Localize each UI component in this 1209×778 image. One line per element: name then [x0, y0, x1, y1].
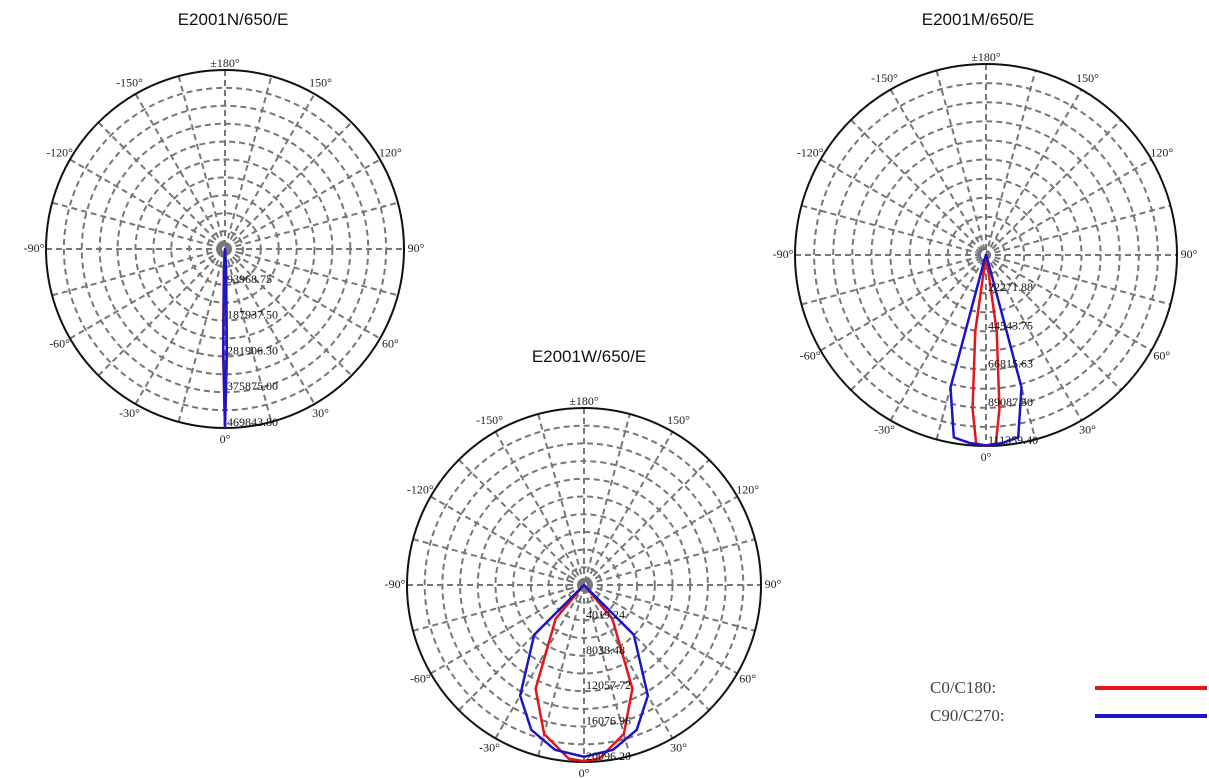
ring-label: 44543.75 — [988, 318, 1033, 332]
angle-label: 60° — [739, 671, 756, 685]
ring-label: 93968.75 — [227, 272, 272, 286]
ring-label: 4019.24 — [586, 607, 625, 621]
legend-swatch-c0 — [1095, 686, 1207, 690]
angle-label: -30° — [479, 740, 500, 754]
angle-label: 120° — [736, 482, 759, 496]
chart-title-w: E2001W/650/E — [531, 347, 647, 366]
angle-label: -60° — [49, 336, 70, 350]
ring-label: 187937.50 — [227, 308, 278, 322]
grid-circle — [512, 513, 656, 657]
angle-label: -90° — [385, 577, 406, 591]
angle-label: -30° — [119, 406, 140, 420]
angle-label: 120° — [1150, 145, 1173, 159]
angle-label: 120° — [379, 145, 402, 159]
chart-title-m: E2001M/650/E — [921, 10, 1035, 29]
polar-chart-n: ±180° 150° 120° 90° 60° 30° 0° -30° -60° -90° -120… — [24, 56, 425, 446]
angle-label: -120° — [797, 145, 824, 159]
legend-row-c0: C0/C180: — [930, 674, 1207, 702]
angle-label: -60° — [410, 671, 431, 685]
grid-spoke — [412, 538, 756, 632]
angle-label: -90° — [773, 247, 794, 261]
grid-spoke — [494, 431, 674, 739]
angle-label: ±180° — [971, 50, 1001, 64]
grid-spoke — [494, 431, 674, 739]
ring-label: 22271.88 — [988, 280, 1033, 294]
angle-label: 0° — [579, 766, 590, 778]
angle-label: -60° — [800, 348, 821, 362]
ring-label: 12057.72 — [586, 678, 631, 692]
ring-label: 375875.00 — [227, 379, 278, 393]
legend-label-c90: C90/C270: — [930, 706, 1005, 725]
grid-circle — [908, 177, 1064, 333]
grid-spoke — [458, 459, 710, 711]
series-curve-c90 — [518, 583, 650, 758]
angle-label: 30° — [1079, 423, 1096, 437]
angle-label: -150° — [871, 71, 898, 85]
series-curve-c90 — [949, 253, 1023, 447]
ring-label: 111359.40 — [988, 433, 1038, 447]
ring-label: 281906.30 — [227, 343, 278, 357]
grid-circle — [927, 196, 1045, 314]
grid-circle — [423, 424, 745, 746]
ring-label: 89087.50 — [988, 395, 1033, 409]
angle-label: -30° — [874, 423, 895, 437]
angle-label: 90° — [765, 577, 782, 591]
grid-spoke — [430, 495, 738, 675]
ring-label: 469843.80 — [227, 415, 278, 429]
grid-circle — [946, 215, 1026, 295]
angle-label: 30° — [312, 406, 329, 420]
legend-swatch-c90 — [1095, 714, 1207, 718]
angle-label: 90° — [1181, 247, 1198, 261]
angle-label: -120° — [46, 145, 73, 159]
angle-label: -90° — [24, 241, 45, 255]
angle-label: 30° — [670, 740, 687, 754]
grid-spoke — [537, 413, 631, 757]
angle-label: 60° — [1153, 348, 1170, 362]
grid-spoke — [458, 459, 710, 711]
angle-label: 60° — [382, 336, 399, 350]
angle-label: ±180° — [569, 394, 599, 408]
grid-circle — [889, 158, 1083, 352]
polar-chart-m: ±180° 150° 120° 90° 60° 30° 0° -30° -60° -90° -120… — [773, 50, 1198, 464]
ring-label: 66815.63 — [988, 357, 1033, 371]
legend: C0/C180: C90/C270: — [930, 674, 1207, 730]
grid-spoke — [430, 495, 738, 675]
polar-chart-w: ±180° 150° 120° 90° 60° 30° 0° -30° -60° -90° -120… — [385, 394, 782, 778]
angle-label: 0° — [220, 432, 231, 446]
angle-label: 0° — [981, 450, 992, 464]
grid-spoke — [537, 413, 631, 757]
legend-row-c90: C90/C270: — [930, 702, 1207, 730]
angle-label: 150° — [1076, 71, 1099, 85]
grid-circle — [134, 158, 316, 340]
angle-label: ±180° — [210, 56, 240, 70]
grid-spoke — [412, 538, 756, 632]
series-curve-c0 — [534, 583, 634, 763]
angle-label: 90° — [408, 241, 425, 255]
angle-label: 150° — [667, 413, 690, 427]
ring-label: 20096.20 — [586, 749, 631, 763]
angle-label: 150° — [309, 75, 332, 89]
angle-label: -120° — [407, 482, 434, 496]
ring-label: 8038.48 — [586, 643, 625, 657]
angle-label: -150° — [116, 75, 143, 89]
angle-label: -150° — [476, 413, 503, 427]
legend-label-c0: C0/C180: — [930, 678, 997, 697]
series-curve-c90 — [222, 247, 228, 430]
chart-title-n: E2001N/650/E — [177, 10, 289, 29]
ring-label: 16076.96 — [586, 714, 631, 728]
